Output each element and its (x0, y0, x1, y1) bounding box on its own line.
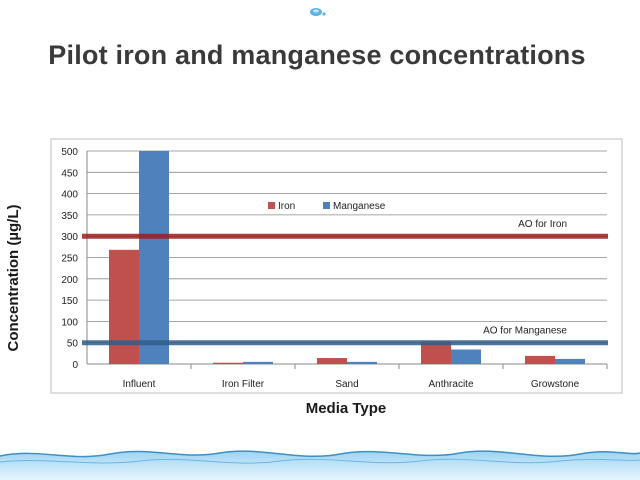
bar-manganese-anthracite (451, 349, 481, 364)
bar-iron-growstone (525, 355, 555, 364)
slide-title: Pilot iron and manganese concentrations (48, 40, 586, 70)
reference-line-label: AO for Iron (518, 219, 567, 230)
legend-label-manganese: Manganese (333, 201, 386, 212)
y-tick-label: 50 (67, 339, 79, 350)
water-drop-icon (310, 8, 326, 16)
y-tick-label: 350 (61, 211, 78, 222)
x-tick-label: Anthracite (428, 379, 473, 390)
x-tick-label: Sand (335, 379, 358, 390)
y-tick-label: 400 (61, 190, 78, 201)
bar-iron-anthracite (421, 341, 451, 364)
y-tick-label: 250 (61, 254, 78, 265)
water-wave-decoration (0, 450, 640, 480)
legend-label-iron: Iron (278, 201, 295, 212)
y-axis-label: Concentration (µg/L) (5, 204, 22, 352)
bar-manganese-influent (139, 151, 169, 364)
legend-swatch-manganese (323, 202, 330, 209)
y-tick-label: 300 (61, 232, 78, 243)
reference-line-label: AO for Manganese (483, 326, 567, 337)
chart-frame (50, 138, 623, 394)
x-tick-label: Growstone (531, 379, 580, 390)
legend-swatch-iron (268, 202, 275, 209)
bar-manganese-iron-filter (243, 361, 273, 364)
y-tick-label: 150 (61, 296, 78, 307)
x-axis-label: Media Type (305, 400, 387, 417)
y-tick-label: 0 (72, 360, 78, 371)
y-tick-label: 100 (61, 317, 78, 328)
y-tick-label: 200 (61, 275, 78, 286)
bar-iron-influent (109, 249, 139, 364)
x-tick-label: Iron Filter (222, 379, 265, 390)
x-tick-label: Influent (123, 379, 156, 390)
bar-manganese-growstone (555, 358, 585, 364)
y-tick-label: 500 (61, 147, 78, 158)
bar-manganese-sand (347, 361, 377, 364)
bar-iron-iron-filter (213, 362, 243, 364)
y-tick-label: 450 (61, 168, 78, 179)
bar-iron-sand (317, 358, 347, 364)
